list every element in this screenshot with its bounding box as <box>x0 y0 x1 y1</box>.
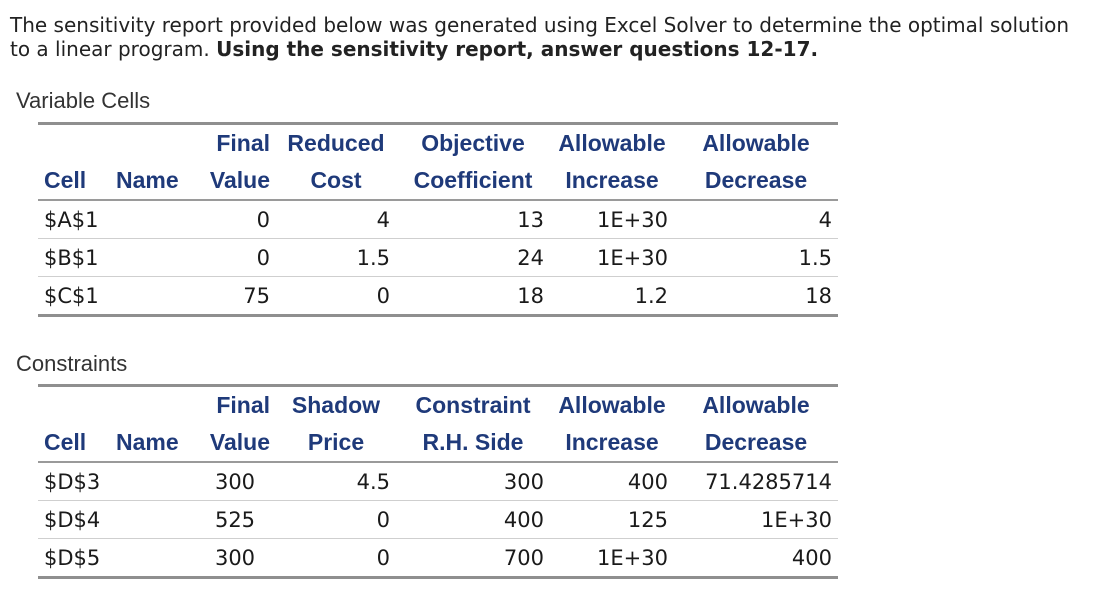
table-row: $A$1 0 4 13 1E+30 4 <box>38 200 838 239</box>
allowable-increase: 125 <box>550 500 674 539</box>
header-cell <box>38 384 110 424</box>
header-name <box>110 384 194 424</box>
shadow-price: 0 <box>276 500 396 539</box>
constraint-rh-side: 300 <box>396 462 550 501</box>
cell-ref: $D$4 <box>38 500 110 539</box>
header-shadow: Shadow <box>276 384 396 424</box>
header-allowable-decrease: Allowable <box>674 122 838 162</box>
header-row: Final Reduced Objective Allowable Allowa… <box>38 122 838 162</box>
constraint-rh-side: 700 <box>396 538 550 579</box>
cell-name <box>110 238 194 277</box>
table-row: $D$3 300 4.5 300 400 71.4285714 <box>38 462 838 501</box>
header-allowable-increase: Allowable <box>550 122 674 162</box>
allowable-decrease: 1E+30 <box>674 500 838 539</box>
header-allowable-increase: Allowable <box>550 384 674 424</box>
header-price: Price <box>276 424 396 463</box>
cell-name <box>110 538 194 579</box>
header-allowable-decrease: Allowable <box>674 384 838 424</box>
reduced-cost: 0 <box>276 276 396 317</box>
cell-ref: $C$1 <box>38 276 110 317</box>
table-row: $C$1 75 0 18 1.2 18 <box>38 276 838 317</box>
final-value: 525 <box>194 500 276 539</box>
header-row: Cell Name Value Price R.H. Side Increase… <box>38 424 838 463</box>
header-cell <box>38 122 110 162</box>
header-name: Name <box>110 162 194 201</box>
variable-cells-title: Variable Cells <box>16 88 151 113</box>
objective-coefficient: 13 <box>396 200 550 239</box>
table-row: $D$4 525 0 400 125 1E+30 <box>38 500 838 539</box>
intro-text: The sensitivity report provided below wa… <box>10 13 1070 61</box>
cell-name <box>110 200 194 239</box>
final-value: 300 <box>194 538 276 579</box>
header-cell: Cell <box>38 424 110 463</box>
constraints-table: Final Shadow Constraint Allowable Allowa… <box>38 384 838 579</box>
header-final: Final <box>194 384 276 424</box>
header-name: Name <box>110 424 194 463</box>
allowable-decrease: 71.4285714 <box>674 462 838 501</box>
header-value: Value <box>194 162 276 201</box>
cell-ref: $D$5 <box>38 538 110 579</box>
objective-coefficient: 18 <box>396 276 550 317</box>
header-increase: Increase <box>550 162 674 201</box>
cell-ref: $A$1 <box>38 200 110 239</box>
header-constraint: Constraint <box>396 384 550 424</box>
intro-paragraph: The sensitivity report provided below wa… <box>10 13 1090 61</box>
final-value: 0 <box>194 200 276 239</box>
header-increase: Increase <box>550 424 674 463</box>
allowable-decrease: 4 <box>674 200 838 239</box>
header-cost: Cost <box>276 162 396 201</box>
cell-ref: $B$1 <box>38 238 110 277</box>
header-cell: Cell <box>38 162 110 201</box>
allowable-decrease: 1.5 <box>674 238 838 277</box>
allowable-increase: 1E+30 <box>550 238 674 277</box>
constraint-rh-side: 400 <box>396 500 550 539</box>
reduced-cost: 4 <box>276 200 396 239</box>
constraints-title: Constraints <box>16 351 128 376</box>
cell-ref: $D$3 <box>38 462 110 501</box>
final-value: 300 <box>194 462 276 501</box>
variable-cells-table: Final Reduced Objective Allowable Allowa… <box>38 122 838 317</box>
table-row: $B$1 0 1.5 24 1E+30 1.5 <box>38 238 838 277</box>
header-decrease: Decrease <box>674 162 838 201</box>
allowable-increase: 1E+30 <box>550 200 674 239</box>
header-coefficient: Coefficient <box>396 162 550 201</box>
cell-name <box>110 276 194 317</box>
cell-name <box>110 462 194 501</box>
table-row: $D$5 300 0 700 1E+30 400 <box>38 538 838 579</box>
cell-name <box>110 500 194 539</box>
allowable-increase: 400 <box>550 462 674 501</box>
header-rh-side: R.H. Side <box>396 424 550 463</box>
header-final: Final <box>194 122 276 162</box>
allowable-increase: 1E+30 <box>550 538 674 579</box>
final-value: 75 <box>194 276 276 317</box>
shadow-price: 4.5 <box>276 462 396 501</box>
objective-coefficient: 24 <box>396 238 550 277</box>
header-value: Value <box>194 424 276 463</box>
allowable-increase: 1.2 <box>550 276 674 317</box>
shadow-price: 0 <box>276 538 396 579</box>
allowable-decrease: 400 <box>674 538 838 579</box>
intro-bold-text: Using the sensitivity report, answer que… <box>216 37 819 61</box>
final-value: 0 <box>194 238 276 277</box>
header-row: Final Shadow Constraint Allowable Allowa… <box>38 384 838 424</box>
allowable-decrease: 18 <box>674 276 838 317</box>
header-reduced: Reduced <box>276 122 396 162</box>
reduced-cost: 1.5 <box>276 238 396 277</box>
header-objective: Objective <box>396 122 550 162</box>
header-decrease: Decrease <box>674 424 838 463</box>
header-row: Cell Name Value Cost Coefficient Increas… <box>38 162 838 201</box>
header-name <box>110 122 194 162</box>
